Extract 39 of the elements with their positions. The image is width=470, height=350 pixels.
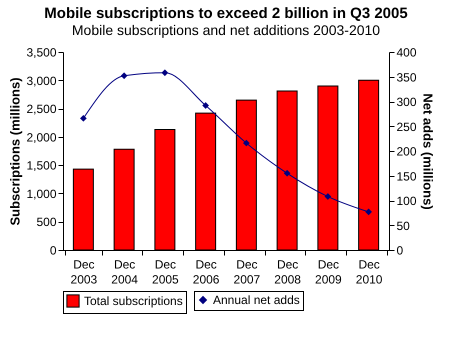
- y2-tick-label: 100: [396, 194, 417, 208]
- y-tick-label: 3,000: [26, 74, 57, 88]
- point: [324, 193, 332, 200]
- point: [365, 208, 372, 216]
- y2-tick-label: 250: [396, 120, 417, 134]
- x-tick-label: Dec 2007: [234, 258, 261, 286]
- y2-tick-label: 0: [396, 244, 404, 258]
- point: [284, 170, 290, 177]
- y-tick-label: 2,000: [26, 130, 57, 144]
- y2-tick-label: 50: [396, 218, 410, 233]
- legend-label: Total subscriptions: [84, 294, 183, 308]
- x-tick-label: Dec 2004: [111, 258, 138, 286]
- chart-subtitle: Mobile subscriptions and net additions 2003-2010: [72, 22, 380, 38]
- point: [243, 140, 250, 146]
- point: [80, 114, 87, 122]
- y2-tick-label: 200: [396, 144, 417, 158]
- y-tick-label: 2,500: [26, 102, 57, 116]
- y-tick-label: 500: [36, 215, 57, 230]
- x-tick-label: Dec 2010: [356, 258, 383, 286]
- y2-tick-label: 150: [396, 169, 417, 184]
- x-tick-label: Dec 2009: [315, 258, 342, 286]
- x-tick-label: Dec 2006: [192, 258, 220, 286]
- y2-tick-label: 350: [396, 70, 417, 84]
- y-tick-label: 1,000: [26, 186, 57, 201]
- y2-tick-label: 400: [396, 46, 417, 60]
- legend-label: Annual net adds: [213, 293, 300, 307]
- point: [202, 102, 209, 109]
- y-axis-title: Subscriptions (millions): [7, 77, 22, 226]
- x-tick-label: Dec 2003: [70, 258, 98, 286]
- x-tick-label: Dec 2008: [274, 258, 302, 286]
- y-tick-label: 0: [50, 244, 57, 258]
- y2-tick-label: 300: [396, 95, 417, 109]
- chart-title: Mobile subscriptions to exceed 2 billion in Q3 2005: [44, 5, 408, 22]
- y-tick-label: 3,500: [26, 46, 57, 60]
- point: [120, 72, 128, 80]
- y2-axis-title: Net adds (millions): [420, 93, 436, 210]
- point: [162, 69, 168, 76]
- x-tick-label: Dec 2005: [152, 258, 180, 286]
- y-tick-label: 1,500: [26, 158, 57, 173]
